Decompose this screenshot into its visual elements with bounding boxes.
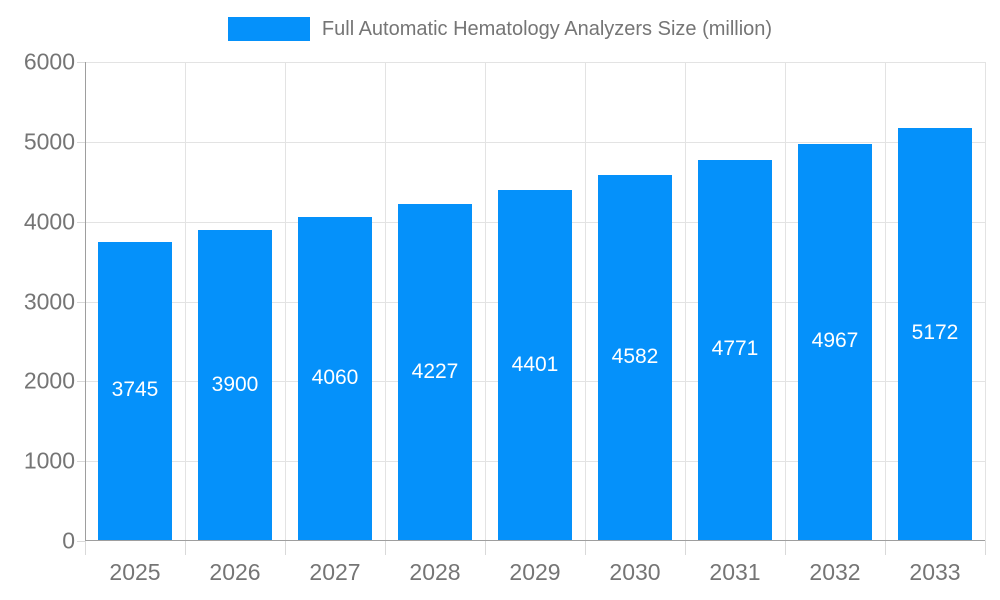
legend-swatch	[227, 17, 310, 41]
x-axis-tick-label: 2029	[509, 559, 561, 585]
bar-2025[interactable]: 3745	[98, 242, 172, 541]
y-axis-line	[85, 62, 86, 541]
x-axis-tick-mark	[685, 541, 686, 555]
bar-value-label: 3900	[211, 373, 259, 396]
y-axis-tick-label: 0	[62, 527, 75, 554]
y-axis-tick-label: 5000	[23, 128, 75, 155]
y-axis-tick-mark	[77, 221, 85, 223]
bar-value-label: 4771	[711, 337, 759, 360]
x-axis-tick-mark	[485, 541, 486, 555]
y-axis-tick-mark	[77, 541, 85, 542]
bar-value-label: 4060	[311, 366, 359, 389]
plot-area: 3745 3900 4060 4227 4401 4582 4771 4967 5172	[85, 62, 986, 541]
x-axis-line	[85, 540, 985, 541]
gridline-vertical	[285, 62, 286, 541]
x-axis-tick-label: 2028	[409, 559, 461, 585]
gridline-vertical	[785, 62, 786, 541]
x-axis-tick-mark	[285, 541, 286, 555]
gridline-vertical	[885, 62, 886, 541]
bar-2029[interactable]: 4401	[498, 190, 572, 541]
bar-2027[interactable]: 4060	[298, 217, 372, 541]
legend-label: Full Automatic Hematology Analyzers Size…	[321, 17, 773, 40]
bar-value-label: 4582	[611, 345, 659, 368]
x-axis-tick-label: 2032	[809, 559, 861, 585]
x-axis-tick-mark	[85, 541, 86, 555]
bar-value-label: 4401	[511, 353, 559, 376]
gridline-horizontal	[85, 62, 985, 63]
gridline-horizontal	[85, 141, 985, 143]
x-axis-tick-mark	[885, 541, 886, 555]
x-axis-tick-label: 2027	[309, 559, 361, 585]
y-axis-tick-label: 3000	[23, 288, 75, 314]
x-axis-tick-mark	[585, 541, 586, 555]
y-axis-tick-label: 1000	[23, 447, 75, 474]
x-axis-tick-label: 2030	[609, 559, 661, 585]
y-axis-tick-label: 4000	[23, 208, 75, 235]
y-axis-tick-label: 6000	[23, 48, 75, 75]
bar-2031[interactable]: 4771	[698, 160, 772, 541]
y-axis-tick-mark	[77, 301, 85, 303]
x-axis-tick-label: 2026	[209, 559, 261, 585]
x-axis-tick-mark	[385, 541, 386, 555]
gridline-vertical	[385, 62, 386, 541]
y-axis-tick-mark	[77, 62, 85, 63]
bar-2026[interactable]: 3900	[198, 230, 272, 541]
bar-2030[interactable]: 4582	[598, 175, 672, 541]
y-axis-tick-mark	[77, 141, 85, 143]
gridline-vertical	[485, 62, 486, 541]
legend-item[interactable]: Full Automatic Hematology Analyzers Size…	[227, 17, 773, 41]
y-axis-tick-label: 2000	[23, 367, 75, 394]
bar-2033[interactable]: 5172	[898, 128, 972, 541]
bar-2032[interactable]: 4967	[798, 144, 872, 541]
bar-value-label: 5172	[911, 321, 959, 344]
x-axis-tick-label: 2025	[109, 559, 161, 585]
x-axis-tick-label: 2033	[909, 559, 961, 585]
gridline-vertical	[585, 62, 586, 541]
bar-2028[interactable]: 4227	[398, 204, 472, 541]
gridline-vertical	[685, 62, 686, 541]
chart-legend: Full Automatic Hematology Analyzers Size…	[0, 17, 1000, 41]
y-axis-tick-mark	[77, 461, 85, 463]
x-axis-tick-label: 2031	[709, 559, 761, 585]
gridline-vertical	[985, 62, 986, 541]
y-axis-tick-mark	[77, 381, 85, 383]
x-axis-tick-mark	[985, 541, 986, 555]
bar-value-label: 4227	[411, 360, 459, 383]
x-axis-tick-mark	[185, 541, 186, 555]
bar-value-label: 3745	[111, 378, 159, 401]
bar-value-label: 4967	[811, 329, 859, 352]
gridline-vertical	[185, 62, 186, 541]
x-axis-tick-mark	[785, 541, 786, 555]
